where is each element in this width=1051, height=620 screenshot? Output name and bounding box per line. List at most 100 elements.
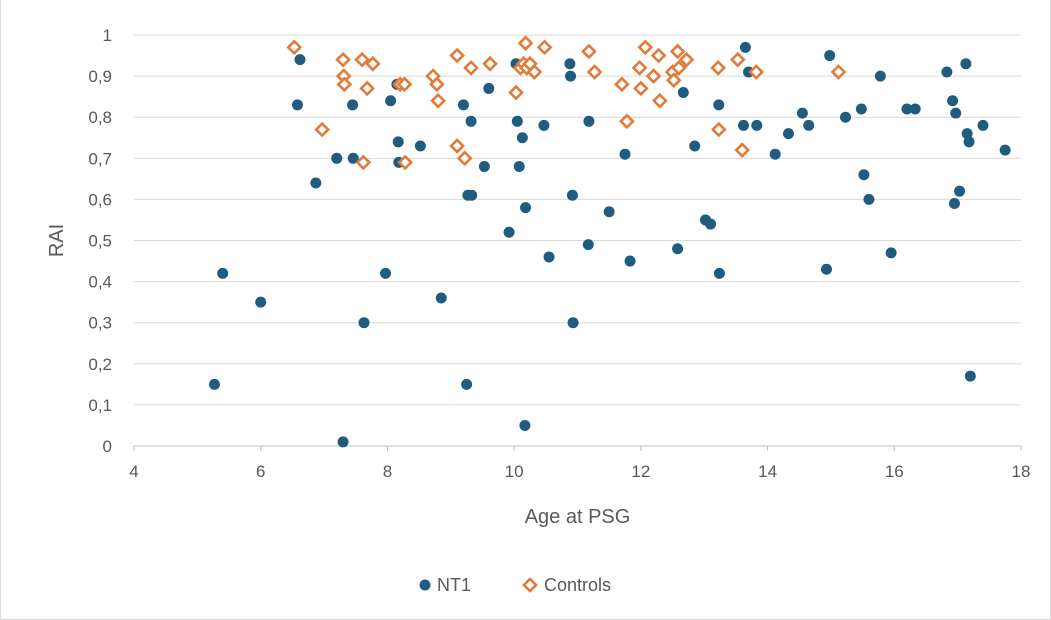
data-point-nt1 (337, 436, 349, 448)
data-point-nt1 (208, 378, 220, 390)
data-point-controls (449, 47, 465, 64)
data-point-nt1 (217, 267, 229, 279)
x-tick-label: 16 (885, 462, 904, 481)
data-point-nt1 (677, 87, 689, 99)
data-point-nt1 (840, 111, 852, 123)
data-point-controls (359, 80, 375, 97)
data-point-controls (456, 150, 473, 167)
data-point-nt1 (457, 99, 469, 111)
data-point-nt1 (941, 66, 953, 78)
data-point-nt1 (519, 419, 531, 431)
data-point-controls (678, 51, 695, 68)
tick-labels: 00,10,20,30,40,50,60,70,80,914 6 8 10 12 14 16… (88, 26, 1030, 481)
data-point-nt1 (739, 41, 751, 53)
data-point-controls (482, 55, 498, 72)
data-point-nt1 (820, 263, 832, 275)
data-point-nt1 (520, 202, 532, 214)
data-point-nt1 (961, 128, 973, 140)
x-tick-label: 10 (505, 462, 524, 481)
data-point-nt1 (567, 317, 579, 329)
data-point-nt1 (769, 148, 781, 160)
data-point-controls (619, 113, 635, 130)
y-tick-label: 0,7 (88, 149, 112, 168)
data-point-controls (430, 92, 446, 109)
data-point-nt1 (511, 115, 523, 127)
data-point-controls (671, 60, 687, 76)
data-point-controls (637, 39, 654, 56)
data-points (208, 35, 1011, 448)
data-point-nt1 (963, 136, 975, 148)
data-point-nt1 (583, 115, 595, 127)
data-point-nt1 (380, 267, 392, 279)
data-point-controls (536, 39, 553, 56)
data-point-controls (734, 142, 751, 158)
y-tick-label: 1 (103, 26, 112, 45)
data-point-controls (645, 68, 662, 84)
data-point-controls (710, 121, 727, 138)
y-tick-label: 0,2 (88, 355, 112, 374)
data-point-nt1 (960, 58, 972, 70)
data-point-controls (286, 39, 303, 56)
data-point-controls (508, 84, 524, 101)
data-point-controls (729, 51, 746, 68)
data-point-nt1 (619, 148, 631, 160)
data-point-controls (355, 154, 372, 171)
data-point-controls (669, 43, 686, 60)
data-point-nt1 (566, 189, 578, 201)
x-tick-label: 4 (129, 462, 138, 481)
data-point-nt1 (331, 152, 343, 164)
data-point-nt1 (751, 119, 763, 131)
data-point-controls (710, 60, 726, 76)
data-point-nt1 (977, 119, 989, 131)
data-point-nt1 (516, 132, 528, 144)
legend-item-controls: Controls (522, 575, 611, 595)
data-point-nt1 (858, 169, 870, 181)
data-point-nt1 (565, 70, 577, 82)
legend-label-controls: Controls (544, 575, 611, 595)
data-point-nt1 (964, 370, 976, 382)
y-tick-label: 0,8 (88, 108, 112, 127)
legend: NT1 Controls (419, 575, 611, 595)
x-tick-label: 18 (1012, 462, 1031, 481)
data-point-nt1 (414, 140, 426, 152)
data-point-nt1 (385, 95, 397, 107)
data-point-nt1 (294, 54, 306, 66)
data-point-nt1 (291, 99, 303, 111)
data-point-nt1 (310, 177, 322, 189)
data-point-nt1 (564, 58, 576, 70)
data-point-nt1 (950, 107, 962, 119)
data-point-controls (614, 76, 630, 93)
data-point-controls (665, 72, 682, 89)
legend-marker-nt1 (419, 579, 431, 591)
data-point-nt1 (999, 144, 1011, 156)
data-point-controls (396, 76, 413, 93)
data-point-controls (336, 76, 353, 93)
data-point-controls (650, 47, 667, 64)
data-point-nt1 (824, 50, 836, 62)
data-point-controls (335, 51, 351, 68)
data-point-nt1 (347, 152, 359, 164)
data-point-controls (581, 43, 597, 60)
data-point-controls (365, 55, 381, 72)
data-point-nt1 (672, 243, 684, 255)
legend-marker-controls (522, 577, 538, 593)
data-point-controls (397, 154, 414, 171)
y-tick-label: 0,3 (88, 314, 112, 333)
data-point-nt1 (603, 206, 615, 218)
legend-label-nt1: NT1 (437, 575, 471, 595)
y-tick-label: 0,1 (88, 396, 112, 415)
data-point-nt1 (885, 247, 897, 259)
data-point-controls (449, 138, 465, 154)
data-point-nt1 (624, 255, 636, 267)
y-axis-title: RAI (46, 224, 68, 257)
data-point-controls (830, 64, 847, 80)
data-point-nt1 (863, 193, 875, 205)
data-point-nt1 (874, 70, 886, 82)
data-point-nt1 (538, 119, 550, 131)
data-point-nt1 (513, 161, 525, 173)
data-point-nt1 (435, 292, 447, 304)
series-nt1 (208, 41, 1011, 448)
data-point-controls (748, 64, 765, 80)
